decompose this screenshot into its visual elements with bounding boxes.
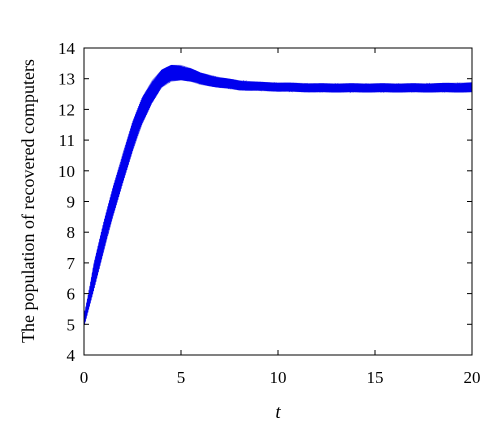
y-tick-label: 10 bbox=[58, 162, 75, 181]
x-tick-label: 15 bbox=[367, 368, 384, 387]
y-tick-label: 12 bbox=[58, 100, 75, 119]
y-tick-label: 7 bbox=[67, 254, 76, 273]
x-tick-label: 20 bbox=[464, 368, 481, 387]
x-axis-label: t bbox=[275, 402, 281, 423]
x-tick-label: 10 bbox=[270, 368, 287, 387]
y-tick-label: 9 bbox=[67, 193, 76, 212]
series-layer bbox=[83, 64, 473, 328]
plot-frame bbox=[83, 47, 473, 356]
y-tick-label: 6 bbox=[67, 285, 76, 304]
y-tick-label: 5 bbox=[67, 315, 76, 334]
y-tick-label: 4 bbox=[67, 346, 76, 365]
y-axis-ticks: 4 5 6 7 8 9 10 11 12 13 14 bbox=[58, 39, 472, 365]
series-line bbox=[83, 64, 473, 325]
y-tick-label: 8 bbox=[67, 223, 76, 242]
y-axis-label: The population of recovered computers bbox=[18, 59, 38, 343]
y-tick-label: 11 bbox=[59, 131, 75, 150]
x-tick-label: 5 bbox=[177, 368, 186, 387]
y-tick-label: 14 bbox=[58, 39, 76, 58]
x-axis-ticks: 0 5 10 15 20 bbox=[80, 48, 481, 387]
y-tick-label: 13 bbox=[58, 70, 75, 89]
x-tick-label: 0 bbox=[80, 368, 89, 387]
